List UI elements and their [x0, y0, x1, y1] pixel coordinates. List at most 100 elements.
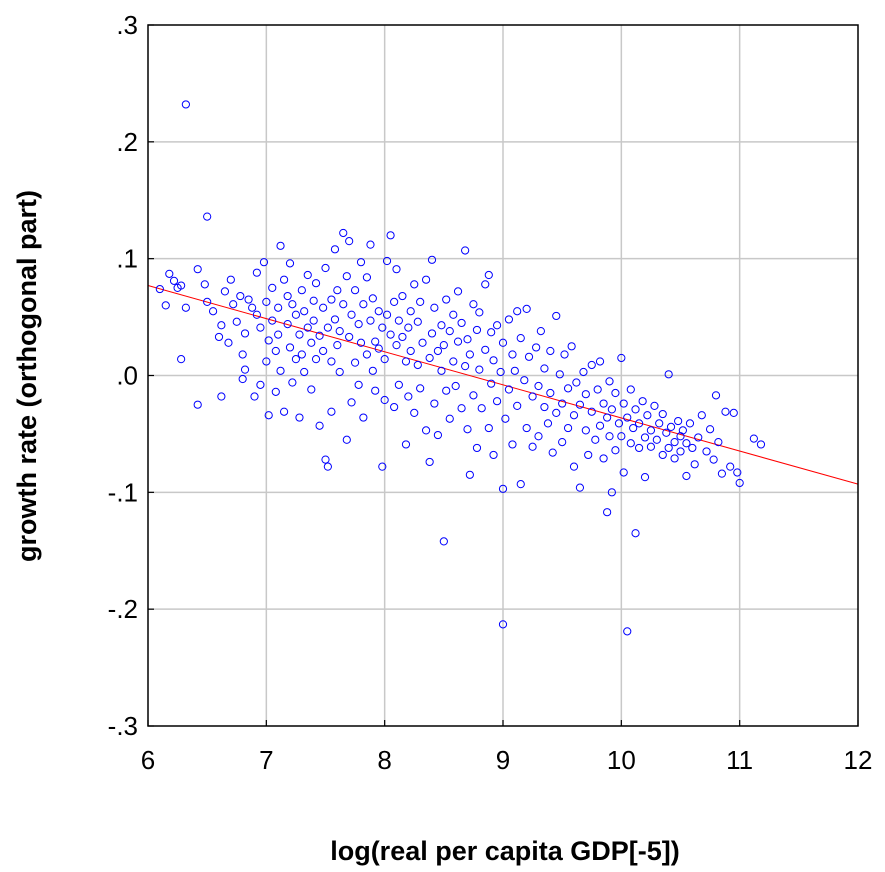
data-point — [418, 338, 427, 347]
data-point — [662, 428, 671, 437]
data-point — [181, 100, 190, 109]
data-point — [193, 265, 202, 274]
data-point — [236, 291, 245, 301]
data-point — [489, 450, 498, 460]
data-point — [563, 423, 573, 433]
data-point — [217, 321, 226, 330]
data-point — [250, 392, 259, 401]
data-point — [327, 295, 336, 304]
data-point — [516, 480, 525, 489]
data-point — [208, 307, 218, 316]
data-point — [333, 341, 342, 350]
x-tick-label: 11 — [726, 745, 753, 775]
data-point — [342, 272, 351, 281]
data-point — [522, 423, 531, 433]
data-point — [430, 399, 439, 408]
data-point — [232, 317, 241, 326]
data-point — [439, 341, 448, 350]
data-point — [285, 343, 295, 352]
y-tick-label: .0 — [116, 361, 138, 391]
data-point — [487, 379, 496, 388]
data-point — [437, 366, 446, 375]
data-point — [350, 286, 360, 295]
data-point — [224, 338, 233, 347]
data-point — [626, 439, 635, 448]
data-point — [244, 295, 253, 304]
data-point — [457, 404, 466, 413]
data-point — [217, 392, 226, 401]
data-point — [421, 275, 431, 284]
data-point — [714, 437, 723, 447]
data-point — [475, 365, 484, 374]
data-point — [390, 297, 399, 306]
data-point — [591, 435, 600, 444]
data-point — [214, 332, 224, 342]
data-point — [595, 421, 605, 430]
data-point — [371, 386, 380, 395]
data-point — [368, 366, 377, 375]
data-point — [330, 245, 340, 254]
data-point — [623, 627, 632, 636]
data-point — [220, 287, 230, 296]
data-point — [264, 411, 273, 420]
data-point — [374, 344, 383, 353]
data-point — [359, 300, 368, 309]
data-point — [410, 280, 419, 289]
data-point — [501, 414, 510, 423]
data-point — [631, 405, 640, 414]
data-point — [472, 325, 482, 335]
data-point — [274, 303, 283, 312]
data-point — [638, 397, 647, 406]
data-point — [534, 432, 543, 441]
data-point — [655, 419, 664, 428]
data-point — [721, 407, 730, 416]
data-point — [543, 419, 553, 428]
data-point — [666, 422, 676, 432]
data-point — [323, 462, 332, 471]
data-point — [465, 470, 474, 479]
data-point — [291, 355, 301, 364]
data-point — [437, 321, 446, 330]
data-point — [309, 316, 318, 325]
data-point — [268, 316, 277, 325]
data-point — [433, 430, 443, 440]
data-point — [295, 413, 304, 422]
y-tick-label: .2 — [116, 127, 138, 157]
data-point — [161, 301, 170, 310]
data-point — [315, 421, 324, 430]
data-point — [569, 462, 579, 471]
data-point — [678, 426, 687, 435]
data-point — [356, 258, 366, 267]
data-point — [619, 468, 628, 477]
data-point — [626, 385, 635, 394]
data-point — [670, 454, 679, 463]
data-point — [555, 370, 564, 379]
data-point — [303, 270, 312, 280]
data-point — [406, 346, 415, 356]
data-point — [374, 307, 383, 316]
data-point — [487, 328, 496, 337]
data-point — [676, 447, 685, 456]
regression-line — [147, 285, 859, 485]
data-point — [658, 409, 667, 419]
data-point — [569, 411, 579, 420]
data-point — [711, 391, 721, 400]
data-point — [532, 343, 541, 352]
data-point — [685, 419, 695, 428]
data-point — [536, 327, 545, 336]
data-point — [498, 484, 508, 493]
data-point — [297, 286, 306, 295]
data-point — [347, 310, 356, 319]
data-point — [690, 460, 699, 469]
data-point — [442, 386, 451, 395]
data-point — [650, 401, 659, 410]
data-point — [513, 307, 522, 316]
data-point — [394, 316, 403, 325]
data-point — [528, 392, 537, 401]
x-tick-label: 6 — [141, 745, 155, 775]
data-point — [240, 329, 250, 338]
data-point — [421, 426, 431, 435]
data-point — [371, 337, 380, 346]
y-tick-label: .1 — [116, 244, 138, 274]
